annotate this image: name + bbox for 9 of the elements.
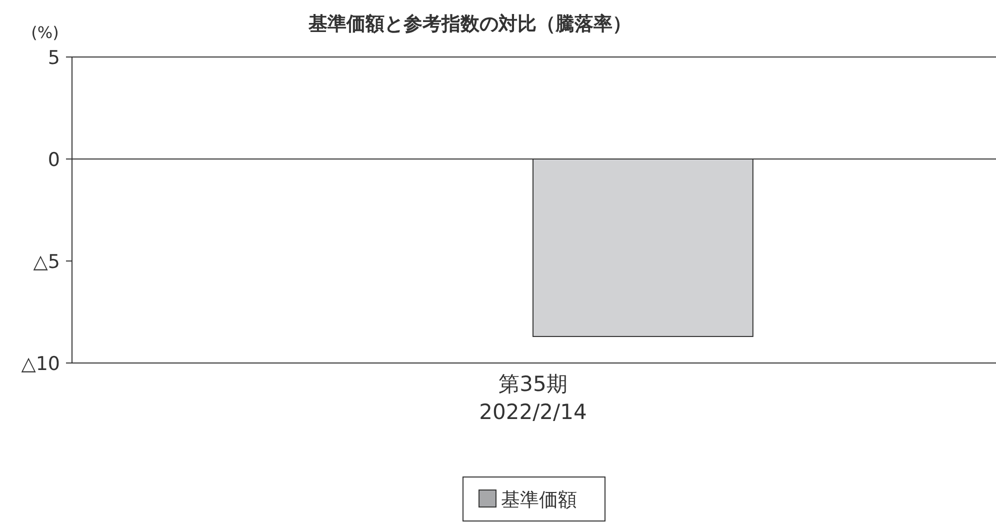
- y-tick-label: 0: [48, 149, 60, 171]
- y-axis-title: (%): [31, 23, 59, 42]
- x-tick-label: 第35期 2022/2/14: [479, 372, 587, 424]
- legend: 基準価額: [462, 476, 606, 522]
- y-tick-label: △10: [21, 353, 60, 375]
- y-tick-label: △5: [33, 251, 60, 273]
- chart-title: 基準価額と参考指数の対比（騰落率）: [308, 13, 632, 35]
- legend-label: 基準価額: [501, 489, 577, 511]
- y-tick-label: 5: [48, 47, 60, 69]
